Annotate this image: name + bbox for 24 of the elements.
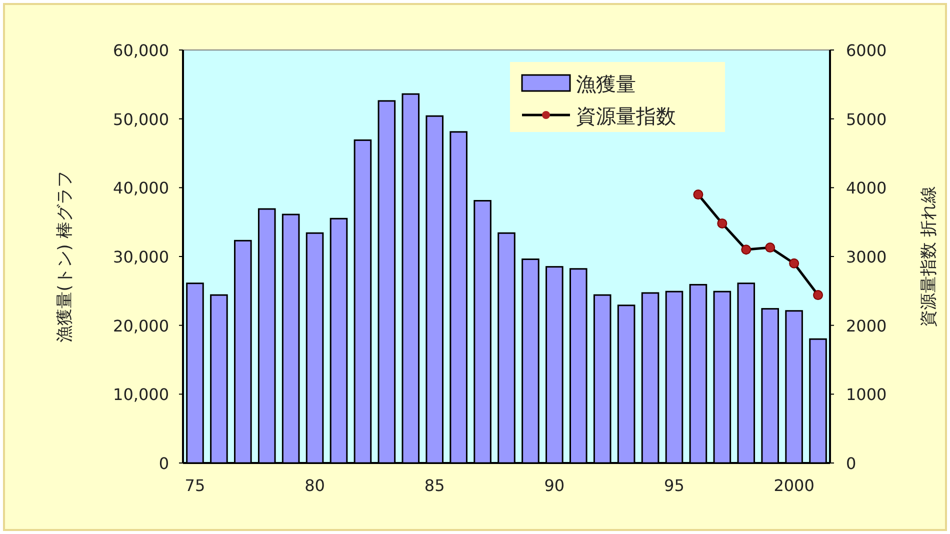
x-tick-label: 85: [424, 476, 445, 495]
y-tick-label: 30,000: [113, 248, 169, 266]
x-tick-label: 80: [304, 476, 325, 495]
legend-label: 漁獲量: [576, 72, 636, 96]
y-tick-label: 60,000: [113, 41, 169, 60]
y2-tick-label: 4000: [846, 178, 887, 198]
x-tick-label: 95: [664, 476, 684, 495]
x-tick-label: 2000: [774, 476, 814, 495]
y2-axis-title: 資源量指数 折れ線: [919, 186, 939, 328]
x-tick-label: 75: [184, 476, 206, 495]
y-tick-label: 40,000: [113, 178, 169, 198]
y2-tick-label: 0: [846, 454, 856, 473]
y-axis-title: 漁獲量(トン) 棒グラフ: [55, 170, 75, 342]
x-tick-label: 90: [544, 476, 565, 495]
y2-tick-label: 1000: [846, 385, 887, 404]
y-tick-label: 50,000: [113, 110, 169, 129]
y2-tick-label: 3000: [846, 248, 887, 266]
legend-label: 資源量指数: [576, 104, 676, 128]
y2-tick-label: 5000: [846, 110, 887, 129]
y-tick-label: 10,000: [113, 385, 169, 404]
y-tick-label: 0: [158, 454, 169, 473]
y-tick-label: 20,000: [113, 316, 169, 336]
y2-tick-label: 2000: [846, 316, 887, 336]
y2-tick-label: 6000: [846, 41, 887, 60]
